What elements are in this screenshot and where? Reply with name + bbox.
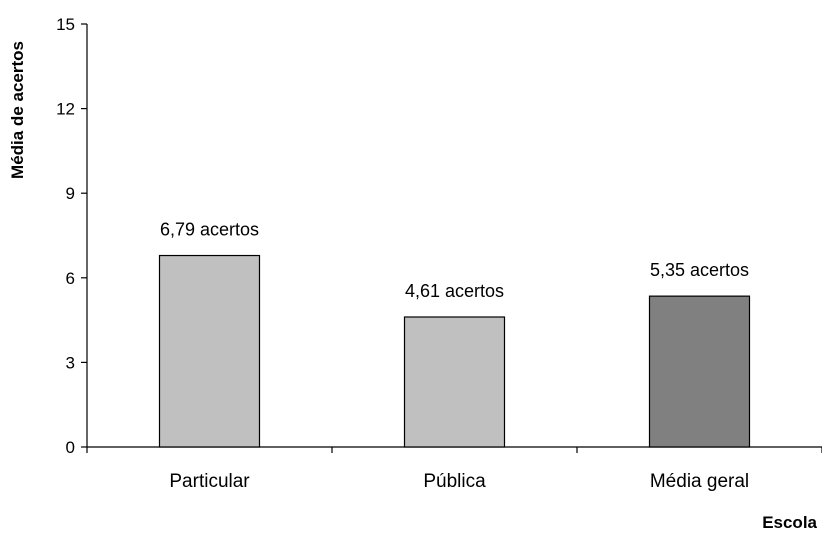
data-label: 4,61 acertos <box>405 281 504 301</box>
category-label: Média geral <box>650 471 749 492</box>
x-ticks <box>86 447 822 453</box>
y-tick-label: 3 <box>66 353 75 372</box>
category-label: Pública <box>423 471 486 492</box>
data-label: 5,35 acertos <box>650 260 749 280</box>
x-axis-title: Escola <box>762 513 817 532</box>
category-labels: Particular Pública Média geral <box>169 471 749 492</box>
x-axis <box>86 446 822 453</box>
bars <box>158 254 751 448</box>
category-label: Particular <box>169 471 250 492</box>
y-tick-label: 15 <box>56 15 75 34</box>
bar-média-geral <box>648 295 751 448</box>
data-labels: 6,79 acertos 4,61 acertos 5,35 acertos <box>160 220 749 301</box>
y-tick-label: 12 <box>56 100 75 119</box>
data-label: 6,79 acertos <box>160 220 259 240</box>
y-axis: 0 3 6 9 12 15 <box>56 15 88 457</box>
bar-particular <box>158 254 261 448</box>
y-axis-title: Média de acertos <box>8 41 27 179</box>
bar-pública <box>403 316 506 448</box>
y-tick-label: 0 <box>66 438 75 457</box>
y-tick-label: 9 <box>66 184 75 203</box>
y-ticks: 0 3 6 9 12 15 <box>56 15 87 457</box>
y-tick-label: 6 <box>66 269 75 288</box>
